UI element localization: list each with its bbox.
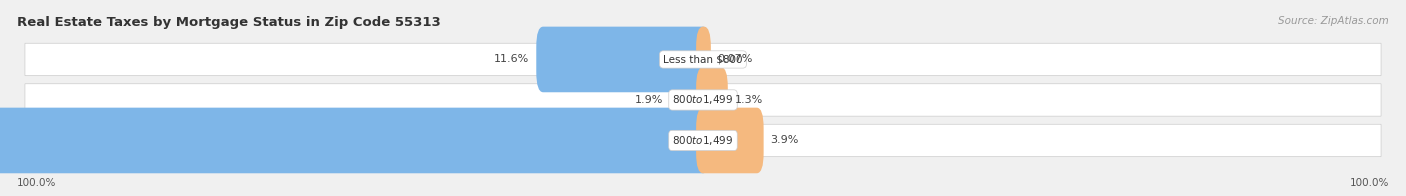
Text: $800 to $1,499: $800 to $1,499 [672, 93, 734, 106]
FancyBboxPatch shape [25, 43, 1381, 76]
FancyBboxPatch shape [669, 67, 710, 133]
FancyBboxPatch shape [0, 108, 710, 173]
FancyBboxPatch shape [696, 67, 728, 133]
FancyBboxPatch shape [25, 124, 1381, 157]
Text: Less than $800: Less than $800 [664, 54, 742, 64]
Text: 100.0%: 100.0% [1350, 178, 1389, 188]
Text: 11.6%: 11.6% [494, 54, 530, 64]
Text: 0.07%: 0.07% [717, 54, 754, 64]
FancyBboxPatch shape [696, 108, 763, 173]
FancyBboxPatch shape [25, 84, 1381, 116]
Text: Source: ZipAtlas.com: Source: ZipAtlas.com [1278, 16, 1389, 26]
FancyBboxPatch shape [536, 27, 710, 92]
FancyBboxPatch shape [696, 27, 711, 92]
Text: 3.9%: 3.9% [770, 135, 799, 145]
Text: 100.0%: 100.0% [17, 178, 56, 188]
Text: Real Estate Taxes by Mortgage Status in Zip Code 55313: Real Estate Taxes by Mortgage Status in … [17, 16, 440, 29]
Text: 1.3%: 1.3% [735, 95, 763, 105]
Text: 1.9%: 1.9% [634, 95, 664, 105]
Text: $800 to $1,499: $800 to $1,499 [672, 134, 734, 147]
